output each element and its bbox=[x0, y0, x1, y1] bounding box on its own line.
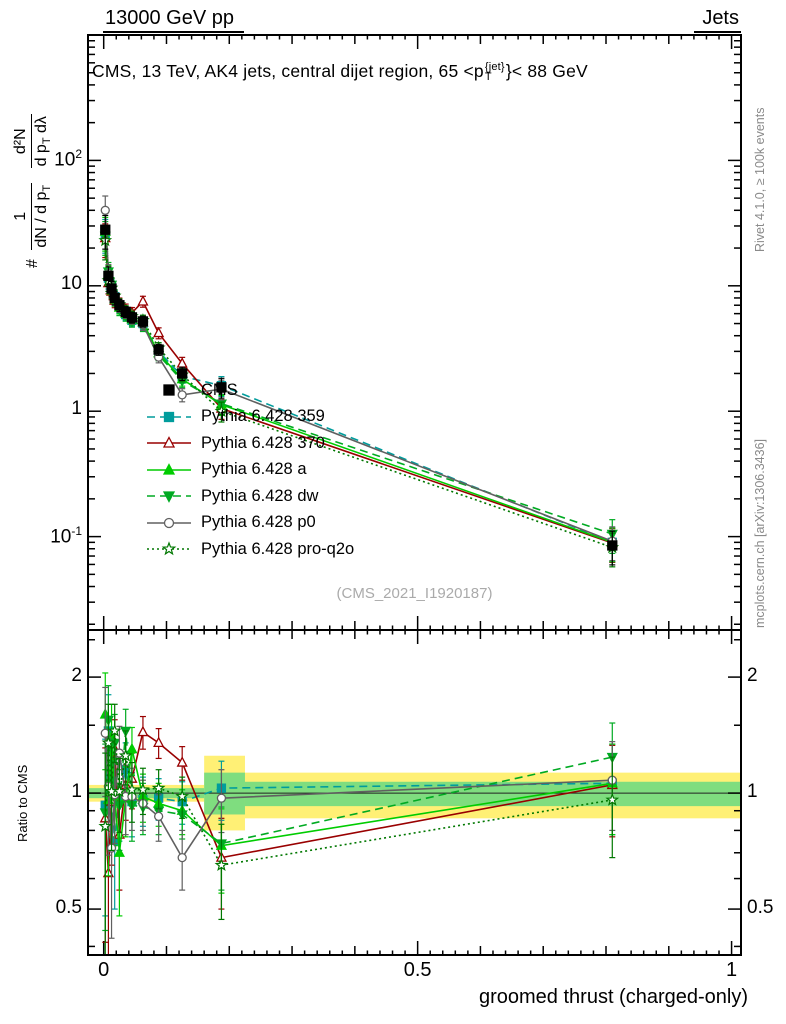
ylabel-frac2-denominator: d pT dλ bbox=[33, 116, 54, 167]
ylabel-fraction-1: 1 dN / d pT bbox=[12, 182, 54, 250]
pythia-370-marker-sample bbox=[147, 436, 191, 448]
legend-label-pythia-pro-q2o: Pythia 6.428 pro-q2o bbox=[201, 539, 355, 558]
analysis-group-label: Jets bbox=[694, 7, 741, 33]
ylabel-frac2-numerator: d²N bbox=[12, 114, 32, 169]
legend-label-pythia-dw: Pythia 6.428 dw bbox=[201, 486, 319, 505]
pt-jet-symbol: {jet} T bbox=[484, 61, 505, 83]
legend-label-pythia-p0: Pythia 6.428 p0 bbox=[201, 513, 316, 532]
ylabel-fraction-2: d²N d pT dλ bbox=[12, 114, 54, 169]
legend-item-pythia-p0: Pythia 6.428 p0 bbox=[146, 510, 354, 537]
legend-label-pythia-370: Pythia 6.428 370 bbox=[201, 433, 325, 452]
legend-label-pythia-359: Pythia 6.428 359 bbox=[201, 407, 325, 426]
legend-item-pythia-359: Pythia 6.428 359 bbox=[146, 404, 354, 431]
cms-marker-sample bbox=[163, 384, 175, 396]
ylabel-frac1-numerator: 1 bbox=[12, 182, 32, 250]
analysis-id-watermark: (CMS_2021_I1920187) bbox=[336, 585, 493, 602]
mcplots-credit-label: mcplots.cern.ch [arXiv:1306.3436] bbox=[753, 439, 767, 628]
legend-item-pythia-370: Pythia 6.428 370 bbox=[146, 430, 354, 457]
legend-label-cms: CMS bbox=[201, 380, 238, 399]
legend-item-pythia-a: Pythia 6.428 a bbox=[146, 457, 354, 484]
pythia-359-marker-sample bbox=[147, 411, 191, 422]
pt-jet-superscript: {jet} bbox=[484, 61, 505, 73]
plot-title-suffix: }< 88 GeV bbox=[505, 61, 588, 81]
pythia-a-marker-sample bbox=[147, 462, 191, 475]
rivet-version-label: Rivet 4.1.0, ≥ 100k events bbox=[753, 107, 767, 252]
pythia-p0-marker-sample bbox=[147, 517, 191, 528]
pythia-dw-marker-sample bbox=[147, 491, 191, 504]
beam-energy-label: 13000 GeV pp bbox=[103, 7, 244, 33]
ylabel-hash: # bbox=[23, 259, 41, 268]
x-axis-title: groomed thrust (charged-only) bbox=[478, 986, 748, 1008]
main-y-axis-label: # 1 dN / d pT d²N d pT dλ bbox=[12, 109, 53, 268]
legend-item-pythia-dw: Pythia 6.428 dw bbox=[146, 483, 354, 510]
legend-item-pythia-pro-q2o: Pythia 6.428 pro-q2o bbox=[146, 536, 354, 563]
ylabel-frac1-denominator: dN / d pT bbox=[33, 184, 54, 248]
pt-jet-subscript: T bbox=[484, 71, 492, 83]
ratio-y-axis-label: Ratio to CMS bbox=[15, 764, 30, 842]
pythia-pro-q2o-marker-sample bbox=[147, 541, 191, 556]
legend-label-pythia-a: Pythia 6.428 a bbox=[201, 460, 307, 479]
plot-title: CMS, 13 TeV, AK4 jets, central dijet reg… bbox=[92, 61, 588, 83]
legend: CMS Pythia 6.428 359 Pythia 6.428 370 Py… bbox=[146, 377, 354, 563]
plot-title-prefix: CMS, 13 TeV, AK4 jets, central dijet reg… bbox=[92, 61, 484, 81]
legend-item-cms: CMS bbox=[146, 377, 354, 404]
